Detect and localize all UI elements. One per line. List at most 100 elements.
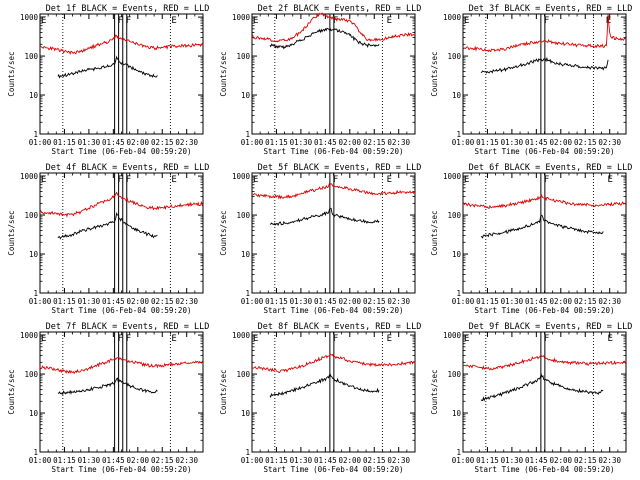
- y-tick-label: 100: [24, 52, 38, 61]
- x-tick-label: 02:30: [387, 297, 410, 306]
- y-axis-label: Counts/sec: [430, 369, 439, 414]
- y-tick-label: 1: [456, 130, 461, 139]
- x-tick-label: 01:45: [102, 138, 125, 147]
- x-tick-label: 01:15: [476, 456, 499, 465]
- x-tick-label: 01:30: [501, 456, 524, 465]
- x-tick-label: 02:30: [175, 297, 198, 306]
- x-tick-label: 02:00: [127, 456, 150, 465]
- x-tick-label: 02:15: [363, 456, 386, 465]
- series-line-lld: [251, 12, 416, 43]
- y-tick-label: 10: [241, 409, 251, 418]
- x-tick-label: 02:30: [387, 138, 410, 147]
- y-tick-label: 1: [456, 289, 461, 298]
- y-axis-label: Counts/sec: [219, 369, 228, 414]
- interval-marker-label: E: [607, 175, 612, 185]
- series-line-events: [480, 372, 604, 402]
- x-axis-label: Start Time (06-Feb-04 00:59:20): [52, 306, 192, 315]
- x-tick-label: 01:30: [290, 138, 313, 147]
- chart-title: Det 6f BLACK = Events, RED = LLD: [469, 163, 633, 173]
- interval-marker-label: E: [253, 16, 258, 26]
- x-axis-label: Start Time (06-Feb-04 00:59:20): [264, 306, 404, 315]
- x-tick-label: 01:00: [241, 138, 264, 147]
- series-line-lld: [462, 13, 627, 53]
- chart-panel-6: Det 6f BLACK = Events, RED = LLD 1 10 100 10…: [430, 163, 632, 315]
- x-axis-label: Start Time (06-Feb-04 00:59:20): [264, 465, 404, 474]
- chart-title: Det 7f BLACK = Events, RED = LLD: [46, 322, 210, 332]
- y-tick-label: 1: [33, 130, 38, 139]
- interval-marker-label: E: [387, 16, 392, 26]
- chart-title: Det 5f BLACK = Events, RED = LLD: [258, 163, 422, 173]
- chart-title: Det 8f BLACK = Events, RED = LLD: [258, 322, 422, 332]
- x-tick-label: 02:30: [175, 138, 198, 147]
- chart-title: Det 2f BLACK = Events, RED = LLD: [258, 4, 422, 14]
- x-tick-label: 02:00: [339, 456, 362, 465]
- y-tick-label: 1000: [20, 331, 39, 340]
- x-tick-label: 01:30: [290, 456, 313, 465]
- y-tick-label: 100: [447, 52, 461, 61]
- x-tick-label: 01:15: [53, 456, 76, 465]
- interval-marker-label: E: [41, 175, 46, 185]
- interval-marker-label: E: [253, 334, 258, 344]
- x-tick-label: 01:30: [78, 138, 101, 147]
- y-tick-label: 1: [245, 448, 250, 457]
- x-tick-label: 02:00: [550, 456, 573, 465]
- chart-title: Det 4f BLACK = Events, RED = LLD: [46, 163, 210, 173]
- y-tick-label: 100: [24, 370, 38, 379]
- y-tick-label: 1000: [20, 172, 39, 181]
- y-tick-label: 100: [236, 211, 250, 220]
- y-axis-label: Counts/sec: [219, 210, 228, 255]
- x-tick-label: 02:30: [598, 456, 621, 465]
- x-tick-label: 01:30: [78, 456, 101, 465]
- x-tick-label: 01:30: [290, 297, 313, 306]
- y-axis-label: Counts/sec: [219, 51, 228, 96]
- x-tick-label: 01:00: [452, 297, 475, 306]
- y-tick-label: 100: [447, 211, 461, 220]
- y-tick-label: 100: [236, 370, 250, 379]
- x-axis-label: Start Time (06-Feb-04 00:59:20): [475, 306, 615, 315]
- series-line-events: [269, 207, 380, 227]
- plot-frame: [39, 172, 204, 294]
- x-tick-label: 02:30: [387, 456, 410, 465]
- chart-panel-9: Det 9f BLACK = Events, RED = LLD 1 10 100 10…: [430, 322, 632, 474]
- series-line-events: [57, 55, 158, 79]
- x-tick-label: 01:15: [265, 297, 288, 306]
- series-line-events: [480, 56, 609, 74]
- y-axis-label: Counts/sec: [7, 369, 16, 414]
- x-tick-label: 01:15: [476, 297, 499, 306]
- x-tick-label: 01:45: [102, 456, 125, 465]
- y-tick-label: 1: [33, 289, 38, 298]
- interval-marker-label: E: [171, 175, 176, 185]
- chart-title: Det 9f BLACK = Events, RED = LLD: [469, 322, 633, 332]
- y-axis-label: Counts/sec: [430, 51, 439, 96]
- x-tick-label: 01:30: [501, 297, 524, 306]
- interval-marker-label: F: [544, 175, 549, 185]
- y-tick-label: 10: [29, 250, 39, 259]
- interval-marker-label: F: [118, 334, 123, 344]
- interval-marker-label: F: [333, 334, 338, 344]
- x-tick-label: 01:15: [53, 297, 76, 306]
- x-tick-label: 01:15: [265, 456, 288, 465]
- x-tick-label: 01:00: [241, 297, 264, 306]
- y-tick-label: 10: [452, 91, 462, 100]
- interval-marker-label: F: [333, 16, 338, 26]
- y-tick-label: 1: [245, 130, 250, 139]
- x-tick-label: 02:00: [127, 297, 150, 306]
- interval-marker-label: F: [118, 175, 123, 185]
- x-tick-label: 01:00: [29, 297, 52, 306]
- x-axis-label: Start Time (06-Feb-04 00:59:20): [475, 147, 615, 156]
- y-tick-label: 1000: [232, 13, 251, 22]
- x-tick-label: 02:15: [151, 297, 174, 306]
- series-line-lld: [462, 192, 627, 209]
- y-tick-label: 1000: [443, 172, 462, 181]
- chart-panel-8: Det 8f BLACK = Events, RED = LLD 1 10 100 10…: [219, 322, 421, 474]
- x-tick-label: 02:00: [550, 297, 573, 306]
- chart-panel-7: Det 7f BLACK = Events, RED = LLD 1 10 100 10…: [7, 322, 209, 474]
- interval-marker-label: E: [253, 175, 258, 185]
- interval-marker-label: F: [126, 16, 131, 26]
- x-tick-label: 02:15: [363, 297, 386, 306]
- y-axis-label: Counts/sec: [430, 210, 439, 255]
- y-tick-label: 10: [29, 91, 39, 100]
- x-tick-label: 02:15: [574, 297, 597, 306]
- y-tick-label: 1: [245, 289, 250, 298]
- interval-marker-label: F: [118, 16, 123, 26]
